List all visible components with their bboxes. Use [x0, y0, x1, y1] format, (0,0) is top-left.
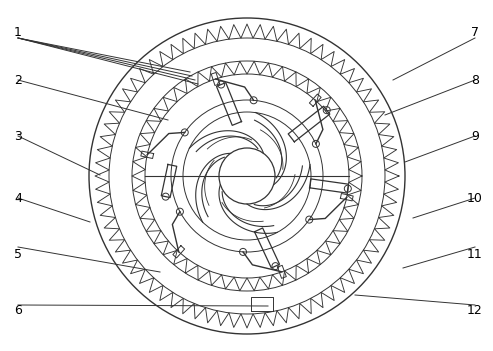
Text: 6: 6 — [14, 304, 22, 317]
Text: 12: 12 — [467, 304, 483, 317]
Text: 10: 10 — [467, 192, 483, 205]
Text: 9: 9 — [471, 130, 479, 143]
Text: 2: 2 — [14, 73, 22, 86]
Text: 5: 5 — [14, 247, 22, 260]
Text: 3: 3 — [14, 130, 22, 143]
Text: 8: 8 — [471, 73, 479, 86]
Text: 7: 7 — [471, 26, 479, 40]
Text: 4: 4 — [14, 192, 22, 205]
Text: 11: 11 — [467, 247, 483, 260]
Text: 1: 1 — [14, 26, 22, 40]
